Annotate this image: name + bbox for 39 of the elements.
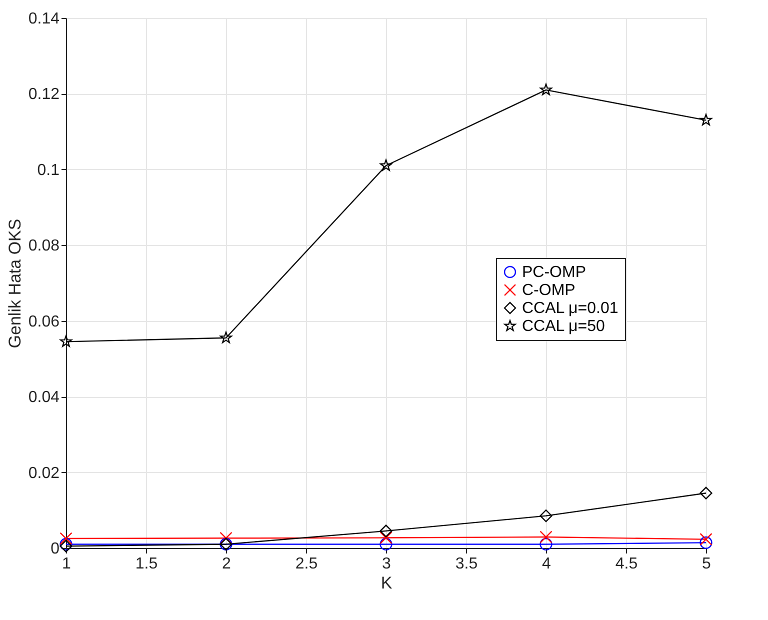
x-tick-label: 2.5	[295, 556, 318, 572]
x-tick-label: 5	[702, 556, 712, 572]
x-tick-label: 4.5	[615, 556, 638, 572]
x-tick-label: 3.5	[455, 556, 478, 572]
y-tick-label: 0.08	[28, 238, 60, 255]
point	[380, 159, 392, 171]
point	[700, 114, 712, 126]
x-tick-label: 1	[62, 556, 72, 572]
point	[540, 530, 552, 544]
legend-label: PC-OMP	[522, 264, 586, 281]
y-tick-label: 0.14	[28, 10, 60, 28]
point	[60, 532, 72, 545]
legend-label: C-OMP	[522, 282, 576, 299]
point	[700, 532, 712, 546]
point	[220, 532, 232, 544]
point	[380, 538, 392, 551]
point	[700, 486, 712, 500]
y-tick-label: 0.1	[37, 162, 60, 179]
point	[540, 538, 552, 551]
point	[220, 332, 232, 344]
x-tick-label: 1.5	[135, 556, 158, 572]
point	[540, 510, 552, 522]
y-tick-label: 0.04	[28, 389, 60, 406]
point	[540, 84, 552, 96]
x-tick-label: 4	[542, 556, 552, 572]
point	[380, 524, 392, 538]
y-tick-label: 0.02	[28, 464, 60, 482]
y-axis-title: Genlik Hata OKS	[5, 218, 24, 348]
x-tick-label: 3	[382, 556, 392, 572]
x-axis-title: K	[380, 574, 393, 592]
legend-label: CCAL μ=50	[522, 318, 605, 335]
point	[60, 335, 72, 347]
y-tick-label: 0	[50, 540, 60, 558]
legend-label: CCAL μ=0.01	[522, 300, 618, 317]
point	[380, 531, 392, 544]
x-tick-label: 2	[222, 556, 232, 572]
y-tick-label: 0.12	[28, 86, 60, 104]
y-tick-label: 0.06	[28, 313, 60, 330]
point	[700, 536, 712, 549]
